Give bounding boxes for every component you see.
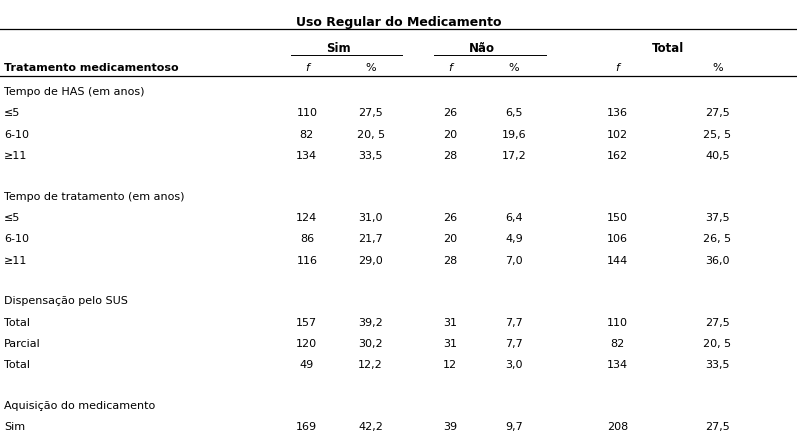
Text: Sim: Sim — [327, 42, 351, 55]
Text: 33,5: 33,5 — [359, 151, 383, 161]
Text: 42,2: 42,2 — [358, 423, 383, 432]
Text: 3,0: 3,0 — [505, 360, 523, 370]
Text: 6-10: 6-10 — [4, 129, 29, 140]
Text: 39: 39 — [443, 423, 457, 432]
Text: 6,5: 6,5 — [505, 108, 523, 118]
Text: Total: Total — [652, 42, 684, 55]
Text: 30,2: 30,2 — [359, 339, 383, 349]
Text: Tempo de HAS (em anos): Tempo de HAS (em anos) — [4, 87, 144, 97]
Text: 37,5: 37,5 — [705, 213, 729, 223]
Text: 134: 134 — [607, 360, 628, 370]
Text: %: % — [365, 63, 376, 73]
Text: 25, 5: 25, 5 — [703, 129, 732, 140]
Text: 12: 12 — [443, 360, 457, 370]
Text: 28: 28 — [443, 151, 457, 161]
Text: ≤5: ≤5 — [4, 108, 21, 118]
Text: Sim: Sim — [4, 423, 26, 432]
Text: Dispensação pelo SUS: Dispensação pelo SUS — [4, 296, 128, 307]
Text: ≥11: ≥11 — [4, 256, 27, 265]
Text: f: f — [616, 63, 619, 73]
Text: 102: 102 — [607, 129, 628, 140]
Text: ≥11: ≥11 — [4, 151, 27, 161]
Text: 27,5: 27,5 — [705, 423, 730, 432]
Text: Tempo de tratamento (em anos): Tempo de tratamento (em anos) — [4, 192, 184, 202]
Text: 33,5: 33,5 — [705, 360, 729, 370]
Text: 20, 5: 20, 5 — [703, 339, 732, 349]
Text: 4,9: 4,9 — [505, 234, 523, 244]
Text: 26: 26 — [443, 213, 457, 223]
Text: 134: 134 — [296, 151, 317, 161]
Text: 136: 136 — [607, 108, 628, 118]
Text: 31: 31 — [443, 318, 457, 328]
Text: 26: 26 — [443, 108, 457, 118]
Text: 31,0: 31,0 — [359, 213, 383, 223]
Text: 27,5: 27,5 — [705, 108, 730, 118]
Text: 82: 82 — [300, 129, 314, 140]
Text: 20: 20 — [443, 234, 457, 244]
Text: Total: Total — [4, 360, 30, 370]
Text: 20, 5: 20, 5 — [356, 129, 385, 140]
Text: 157: 157 — [296, 318, 317, 328]
Text: 124: 124 — [296, 213, 317, 223]
Text: 208: 208 — [607, 423, 628, 432]
Text: 9,7: 9,7 — [505, 423, 523, 432]
Text: 12,2: 12,2 — [358, 360, 383, 370]
Text: 110: 110 — [296, 108, 317, 118]
Text: 86: 86 — [300, 234, 314, 244]
Text: ≤5: ≤5 — [4, 213, 21, 223]
Text: %: % — [712, 63, 723, 73]
Text: 36,0: 36,0 — [705, 256, 729, 265]
Text: Total: Total — [4, 318, 30, 328]
Text: f: f — [305, 63, 308, 73]
Text: 27,5: 27,5 — [705, 318, 730, 328]
Text: 40,5: 40,5 — [705, 151, 729, 161]
Text: 19,6: 19,6 — [502, 129, 526, 140]
Text: 110: 110 — [607, 318, 628, 328]
Text: 106: 106 — [607, 234, 628, 244]
Text: 82: 82 — [611, 339, 625, 349]
Text: 29,0: 29,0 — [358, 256, 383, 265]
Text: 150: 150 — [607, 213, 628, 223]
Text: f: f — [449, 63, 452, 73]
Text: 120: 120 — [296, 339, 317, 349]
Text: 6-10: 6-10 — [4, 234, 29, 244]
Text: 162: 162 — [607, 151, 628, 161]
Text: 6,4: 6,4 — [505, 213, 523, 223]
Text: 20: 20 — [443, 129, 457, 140]
Text: 28: 28 — [443, 256, 457, 265]
Text: Não: Não — [469, 42, 495, 55]
Text: 116: 116 — [296, 256, 317, 265]
Text: Parcial: Parcial — [4, 339, 41, 349]
Text: 169: 169 — [296, 423, 317, 432]
Text: 49: 49 — [300, 360, 314, 370]
Text: Tratamento medicamentoso: Tratamento medicamentoso — [4, 63, 179, 73]
Text: 7,0: 7,0 — [505, 256, 523, 265]
Text: 27,5: 27,5 — [358, 108, 383, 118]
Text: 7,7: 7,7 — [505, 339, 523, 349]
Text: 31: 31 — [443, 339, 457, 349]
Text: %: % — [508, 63, 520, 73]
Text: Aquisição do medicamento: Aquisição do medicamento — [4, 401, 155, 411]
Text: 21,7: 21,7 — [358, 234, 383, 244]
Text: 39,2: 39,2 — [358, 318, 383, 328]
Text: Uso Regular do Medicamento: Uso Regular do Medicamento — [296, 16, 501, 28]
Text: 7,7: 7,7 — [505, 318, 523, 328]
Text: 26, 5: 26, 5 — [703, 234, 732, 244]
Text: 144: 144 — [607, 256, 628, 265]
Text: 17,2: 17,2 — [501, 151, 527, 161]
